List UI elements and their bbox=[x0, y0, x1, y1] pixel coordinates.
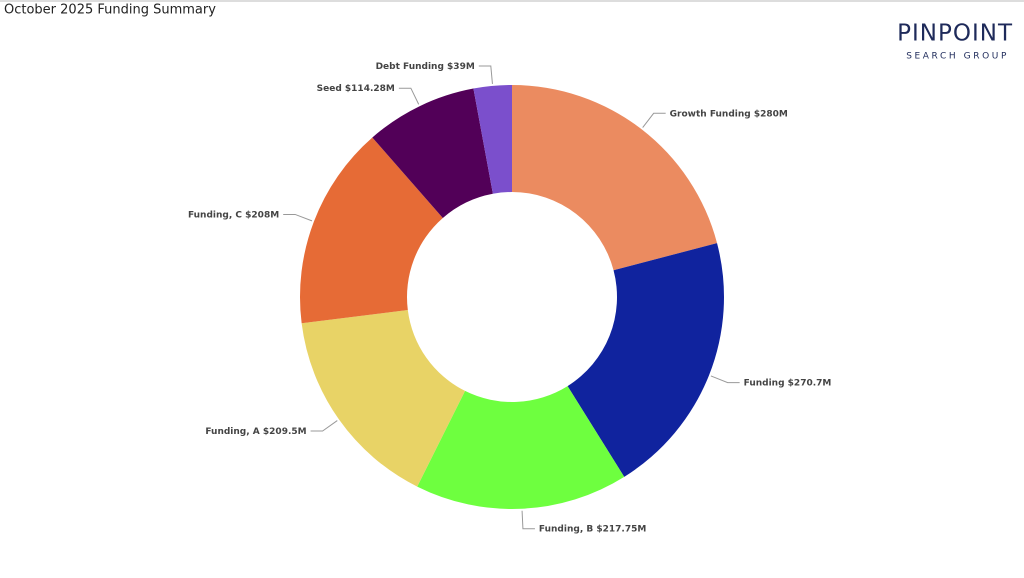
data-label: Debt Funding $39M bbox=[376, 61, 475, 71]
logo-tagline: SEARCH GROUP bbox=[906, 52, 1009, 62]
label-value: $114.28M bbox=[345, 84, 395, 94]
leader-line bbox=[283, 213, 313, 222]
label-value: $209.5M bbox=[263, 426, 307, 436]
data-label: Funding, A $209.5M bbox=[205, 426, 306, 436]
leader-line bbox=[710, 375, 740, 384]
chart-title: October 2025 Funding Summary bbox=[4, 3, 216, 18]
label-category: Debt Funding bbox=[376, 61, 444, 71]
leader-line bbox=[478, 65, 493, 84]
slice bbox=[417, 386, 625, 509]
leader-line bbox=[521, 510, 535, 530]
data-label: Funding $270.7M bbox=[744, 378, 832, 388]
slice bbox=[372, 88, 493, 219]
label-value: $270.7M bbox=[788, 378, 832, 388]
label-category: Funding bbox=[744, 378, 785, 388]
leader-line bbox=[310, 420, 338, 432]
slice bbox=[473, 85, 512, 194]
leader-line bbox=[398, 87, 420, 105]
data-label: Funding, C $208M bbox=[188, 210, 279, 220]
slice bbox=[300, 137, 443, 324]
logo-name: PINPOINT bbox=[897, 21, 1013, 47]
leader-line bbox=[642, 112, 666, 128]
data-label: Funding, B $217.75M bbox=[539, 524, 646, 534]
label-category: Seed bbox=[317, 84, 342, 94]
slice bbox=[567, 243, 724, 477]
slice bbox=[301, 310, 466, 487]
label-value: $217.75M bbox=[596, 524, 646, 534]
slice bbox=[512, 85, 718, 271]
label-category: Funding, B bbox=[539, 524, 593, 534]
label-value: $39M bbox=[447, 61, 475, 71]
data-label: Seed $114.28M bbox=[317, 84, 395, 94]
label-category: Funding, C bbox=[188, 210, 242, 220]
label-category: Growth Funding bbox=[670, 109, 751, 119]
label-category: Funding, A bbox=[205, 426, 259, 436]
label-value: $280M bbox=[754, 109, 788, 119]
label-value: $208M bbox=[245, 210, 279, 220]
data-label: Growth Funding $280M bbox=[670, 109, 788, 119]
